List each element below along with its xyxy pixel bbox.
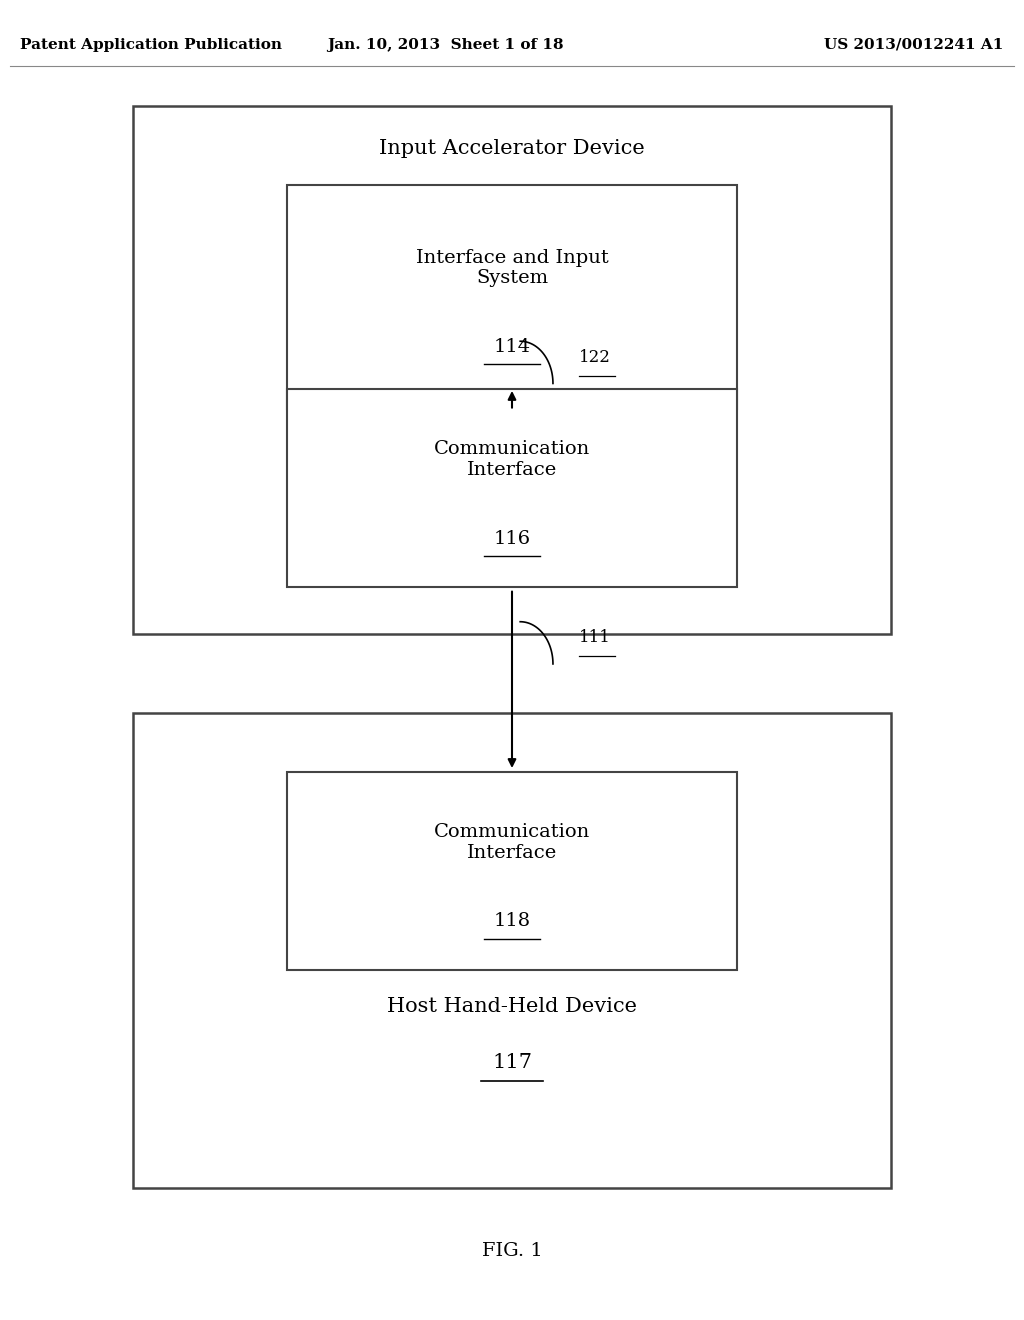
Text: Input Accelerator Device: Input Accelerator Device: [379, 139, 645, 157]
FancyBboxPatch shape: [287, 389, 737, 587]
Text: 114: 114: [494, 338, 530, 356]
Text: 117: 117: [492, 1053, 532, 1072]
FancyBboxPatch shape: [133, 713, 891, 1188]
FancyBboxPatch shape: [133, 106, 891, 634]
Text: Jan. 10, 2013  Sheet 1 of 18: Jan. 10, 2013 Sheet 1 of 18: [327, 38, 564, 51]
Text: 118: 118: [494, 912, 530, 931]
Text: 122: 122: [579, 348, 610, 366]
FancyBboxPatch shape: [287, 772, 737, 970]
Text: Patent Application Publication: Patent Application Publication: [20, 38, 283, 51]
FancyBboxPatch shape: [287, 185, 737, 409]
Text: 116: 116: [494, 529, 530, 548]
Text: 100: 100: [492, 202, 532, 220]
Text: Host Hand-Held Device: Host Hand-Held Device: [387, 997, 637, 1015]
Text: 111: 111: [579, 630, 610, 645]
Text: FIG. 1: FIG. 1: [481, 1242, 543, 1261]
Text: Interface and Input
System: Interface and Input System: [416, 248, 608, 288]
Text: US 2013/0012241 A1: US 2013/0012241 A1: [824, 38, 1004, 51]
Text: Communication
Interface: Communication Interface: [434, 440, 590, 479]
Text: Communication
Interface: Communication Interface: [434, 822, 590, 862]
